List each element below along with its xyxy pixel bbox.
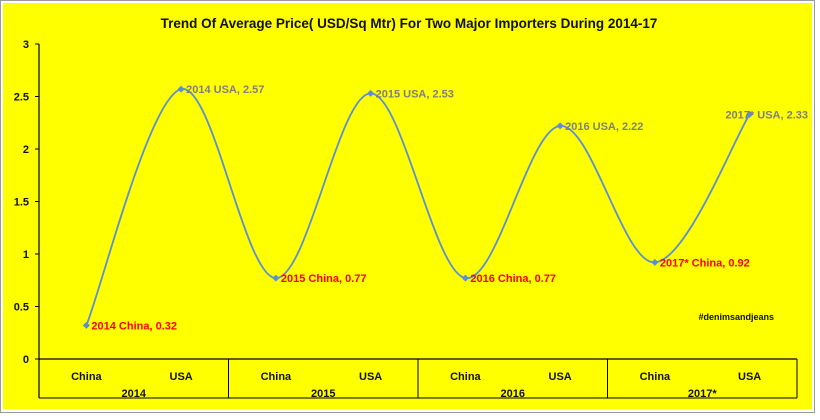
x-category-label: USA [738,371,761,383]
data-label: 2015 China, 0.77 [281,273,367,285]
data-label: 2016 China, 0.77 [470,273,556,285]
x-axis-categories: China USA 2014 China USA 2015 China USA 2016 Chin… [71,371,761,400]
data-point-marker [461,274,469,282]
y-tick-label: 1.5 [14,197,29,209]
x-category-label: USA [359,371,382,383]
data-point-marker [556,122,564,130]
x-group-label: 2016 [501,388,525,400]
y-tick-label: 0 [23,354,29,366]
chart-background [3,3,812,409]
x-category-label: USA [170,371,193,383]
data-labels: 2014 China, 0.32 2014 USA, 2.57 2015 China… [91,84,808,332]
data-point-marker [177,85,185,93]
data-label: 2015 USA, 2.53 [376,88,454,100]
watermark-annotation: #denimsandjeans [698,312,774,322]
data-label: 2017* USA, 2.33 [725,109,808,121]
data-label: 2014 USA, 2.57 [186,84,264,96]
x-group-label: 2014 [122,388,147,400]
data-label: 2016 USA, 2.22 [565,121,643,133]
series-average-price [82,85,754,329]
y-tick-label: 2.5 [14,92,29,104]
y-tick-label: 3 [23,39,29,51]
data-point-marker [746,110,754,118]
y-tick-label: 2 [23,144,29,156]
data-point-marker [651,258,659,266]
x-category-label: China [71,371,102,383]
x-category-label: China [450,371,481,383]
x-category-label: China [640,371,671,383]
data-label: 2014 China, 0.32 [91,320,177,332]
y-tick-label: 0.5 [14,302,29,314]
x-category-label: China [261,371,292,383]
y-tick-label: 1 [23,249,29,261]
data-point-marker [367,89,375,97]
series-line [85,88,751,326]
x-group-label: 2017* [688,388,717,400]
data-label: 2017* China, 0.92 [660,257,750,269]
x-group-label: 2015 [311,388,335,400]
y-axis-ticks: 0 0.5 1 1.5 2 2.5 3 [14,39,39,366]
x-category-label: USA [549,371,572,383]
data-point-marker [82,321,90,329]
chart-title: Trend Of Average Price( USD/Sq Mtr) For … [161,16,658,31]
axes [38,44,798,399]
data-point-marker [272,274,280,282]
